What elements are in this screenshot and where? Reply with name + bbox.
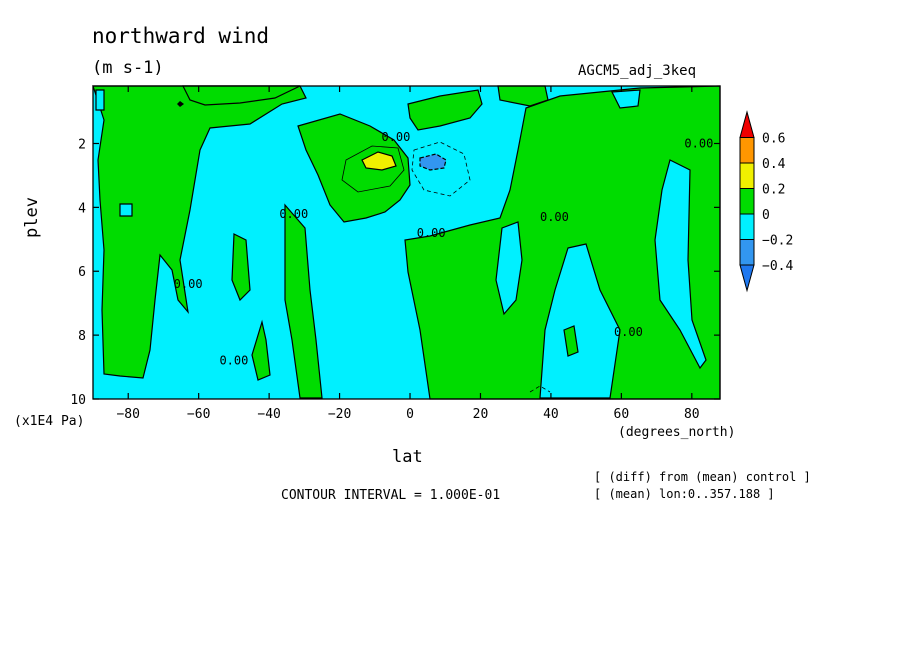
contour-fields — [92, 85, 721, 400]
colorbar-band — [739, 137, 755, 164]
positive-region-south-tongue — [251, 319, 271, 381]
y-axis-label: plev — [22, 197, 42, 238]
x-axis-ticks: −80 −60 −40 −20 0 20 40 60 80 — [116, 86, 700, 422]
contour-label: 0.00 — [174, 277, 203, 291]
x-tick-label: 0 — [406, 407, 414, 422]
colorbar-arrow-top — [739, 110, 755, 138]
x-tick-label: 20 — [473, 407, 489, 422]
x-tick-label: −80 — [116, 407, 139, 422]
negative-minimum — [419, 153, 447, 171]
colorbar-label: −0.4 — [762, 259, 793, 274]
positive-maximum — [361, 151, 397, 171]
y-tick-label: 2 — [78, 137, 86, 152]
negative-pocket-west-2 — [119, 203, 133, 217]
colorbar-band — [739, 213, 755, 240]
mean-note: [ (mean) lon:0..357.188 ] — [594, 487, 775, 501]
x-tick-label: 60 — [614, 407, 630, 422]
y-tick-label: 8 — [78, 329, 86, 344]
positive-region-west — [92, 85, 307, 379]
x-axis-label: lat — [392, 447, 423, 467]
y-tick-label: 4 — [78, 201, 86, 216]
colorbar-label: 0.6 — [762, 132, 785, 147]
contour-interval-text: CONTOUR INTERVAL = 1.000E-01 — [281, 488, 501, 503]
contour-label: 0.00 — [381, 130, 410, 144]
x-tick-label: 40 — [543, 407, 559, 422]
x-tick-label: −60 — [187, 407, 210, 422]
negative-hole-northern-4 — [611, 89, 641, 109]
negative-pocket-west — [95, 89, 105, 111]
x-tick-label: −20 — [328, 407, 351, 422]
positive-region-center — [297, 113, 411, 223]
contour-labels: 0.00 0.00 0.00 0.00 0.00 0.00 0.00 0.00 — [174, 130, 714, 368]
negative-hole-northern-2 — [539, 243, 621, 399]
y-axis-ticks: 2 4 6 8 10 — [70, 137, 720, 408]
colorbar-band — [739, 162, 755, 189]
colorbar-band — [739, 188, 755, 215]
y-tick-label: 6 — [78, 265, 86, 280]
negative-inner-contour — [411, 141, 471, 197]
plot-frame — [92, 85, 721, 400]
colorbar-label: 0 — [762, 208, 770, 223]
y-axis-units: (x1E4 Pa) — [14, 414, 85, 429]
y-tick-label: 10 — [70, 393, 86, 408]
negative-contour-south — [529, 385, 551, 393]
colorbar-band — [739, 239, 755, 266]
x-tick-label: 80 — [684, 407, 700, 422]
small-dot-marker — [177, 101, 184, 107]
negative-hole-northern-3 — [654, 159, 707, 370]
positive-region-north-cap — [407, 89, 483, 131]
positive-inner-contour — [341, 145, 405, 193]
dataset-label: AGCM5_adj_3keq — [578, 63, 697, 79]
x-tick-label: −40 — [257, 407, 280, 422]
colorbar-label: 0.4 — [762, 157, 786, 172]
positive-region-northern — [404, 85, 721, 400]
contour-label: 0.00 — [540, 210, 569, 224]
contour-label: 0.00 — [614, 325, 643, 339]
positive-islet-south — [563, 325, 579, 357]
positive-region-southern-midlat — [231, 233, 251, 302]
colorbar-label: −0.2 — [762, 234, 793, 249]
colorbar: −0.4 −0.2 0 0.2 0.4 0.6 — [739, 110, 793, 293]
contour-label: 0.00 — [417, 226, 446, 240]
colorbar-arrow-bottom — [739, 264, 755, 293]
chart-units: (m s-1) — [92, 58, 164, 78]
chart-title: northward wind — [92, 24, 270, 48]
negative-hole-northern-1 — [495, 221, 523, 316]
contour-label: 0.00 — [279, 207, 308, 221]
positive-region-southern-column — [284, 203, 323, 399]
diff-note: [ (diff) from (mean) control ] — [594, 470, 811, 484]
contour-label: 0.00 — [219, 354, 248, 368]
x-axis-units: (degrees_north) — [618, 425, 736, 440]
colorbar-label: 0.2 — [762, 183, 785, 198]
contour-label: 0.00 — [684, 136, 713, 150]
